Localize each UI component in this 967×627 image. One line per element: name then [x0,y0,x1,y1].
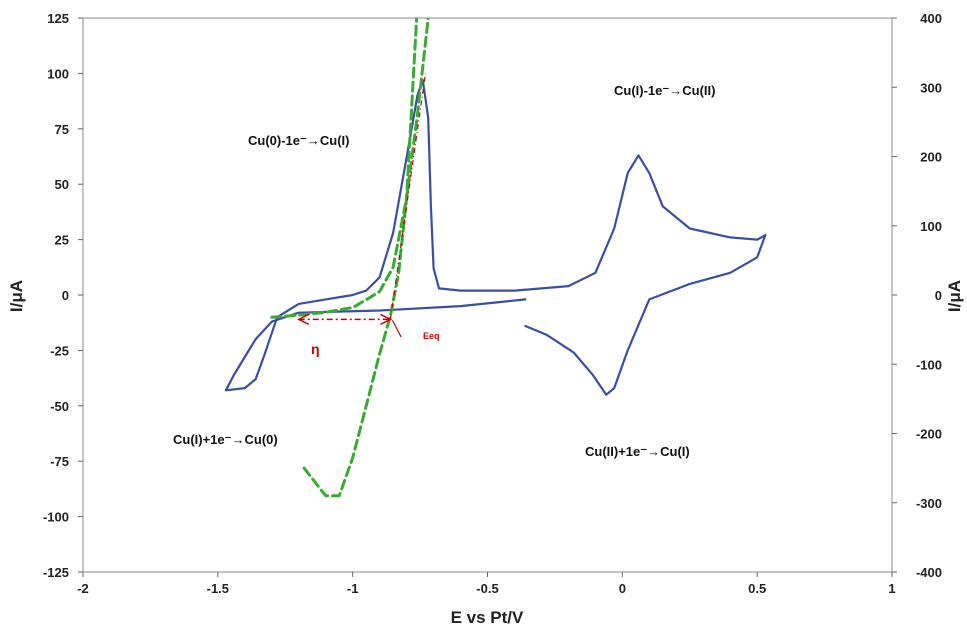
y-right-tick-label: -400 [916,565,942,580]
y-right-tick-label: -100 [916,357,942,372]
annotation-cu0-oxidation: Cu(0)-1e⁻→Cu(I) [248,133,349,148]
y-left-tick-label: -75 [50,454,69,469]
y-axis-title-left: I/μA [7,280,26,312]
x-tick-label: -1 [347,581,359,596]
annotation-cu2-reduction: Cu(II)+1e⁻→Cu(I) [585,444,690,459]
annotation-cu1-oxidation: Cu(I)-1e⁻→Cu(II) [614,83,715,98]
y-left-tick-label: -100 [43,510,69,525]
eeq-pointer-line [391,320,402,338]
y-left-tick-label: 50 [55,177,69,192]
x-tick-label: -1.5 [207,581,229,596]
dashed-series-line [302,18,419,498]
y-axis-title-right: I/μA [945,280,964,312]
y-left-tick-label: -125 [43,565,69,580]
cv-series-line [524,234,767,396]
x-tick-label: -2 [77,581,89,596]
dashed-series-line [270,18,430,319]
x-tick-label: 1 [888,581,895,596]
y-right-tick-label: -200 [916,427,942,442]
y-left-tick-label: 25 [55,233,69,248]
plot-area-frame [82,17,893,573]
y-left-tick-label: -50 [50,399,69,414]
tangent-line [389,73,427,320]
x-axis-title: E vs Pt/V [451,608,524,627]
y-left-tick-label: 0 [62,288,69,303]
series-group [224,18,767,498]
y-right-tick-label: 0 [935,288,942,303]
annotation-lines [297,73,427,338]
annotation-eta: η [311,341,320,357]
annotation-cu1-reduction: Cu(I)+1e⁻→Cu(0) [173,432,278,447]
cv-series-line [224,78,767,392]
y-right-tick-label: 100 [920,219,942,234]
y-right-tick-label: -300 [916,496,942,511]
eta-arrow-left [297,313,310,326]
y-left-tick-label: -25 [50,343,69,358]
y-left-tick-label: 125 [47,11,69,26]
y-left-tick-label: 75 [55,122,69,137]
x-tick-label: 0.5 [748,581,766,596]
y-right-tick-label: 400 [920,11,942,26]
y-right-tick-label: 200 [920,150,942,165]
y-right-tick-label: 300 [920,80,942,95]
annotation-eeq: Eeq [423,331,440,341]
x-tick-label: -0.5 [476,581,498,596]
x-tick-label: 0 [619,581,626,596]
axes-group: -2 -1.5 -1 -0.5 0 0.5 1 125 100 75 50 25 0 -25 -50 -75 -… [43,11,942,596]
y-left-tick-label: 100 [47,66,69,81]
